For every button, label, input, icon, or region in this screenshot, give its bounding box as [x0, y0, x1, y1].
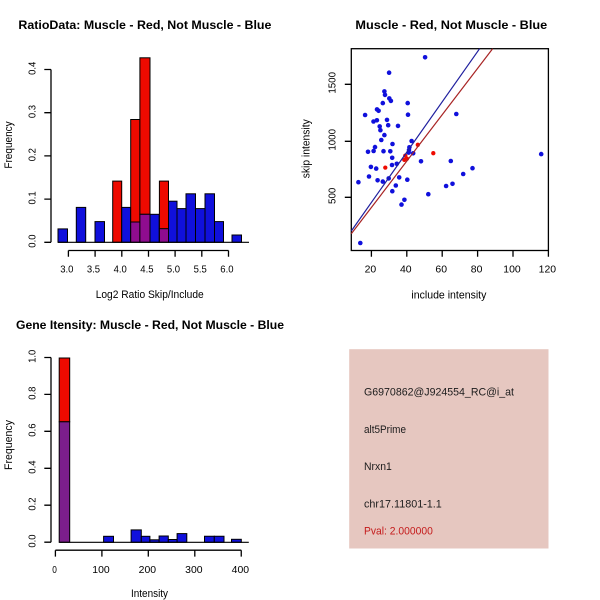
- svg-text:100: 100: [503, 265, 521, 276]
- svg-text:Pval: 2.000000: Pval: 2.000000: [364, 525, 433, 537]
- svg-text:Log2 Ratio Skip/Include: Log2 Ratio Skip/Include: [96, 289, 204, 301]
- svg-text:Nrxn1: Nrxn1: [364, 461, 392, 473]
- svg-text:Frequency: Frequency: [3, 420, 15, 470]
- svg-text:0.2: 0.2: [27, 148, 38, 161]
- svg-text:0.2: 0.2: [27, 497, 38, 510]
- svg-text:5.0: 5.0: [167, 265, 180, 276]
- svg-text:40: 40: [400, 265, 412, 276]
- svg-text:5.5: 5.5: [194, 265, 207, 276]
- svg-text:Intensity: Intensity: [131, 588, 168, 600]
- svg-text:alt5Prime: alt5Prime: [364, 424, 406, 436]
- svg-text:400: 400: [232, 565, 250, 576]
- svg-text:0.6: 0.6: [27, 423, 38, 436]
- svg-text:chr17.11801-1.1: chr17.11801-1.1: [364, 498, 442, 510]
- svg-text:0.0: 0.0: [27, 534, 38, 547]
- svg-text:RatioData: Muscle - Red, Not M: RatioData: Muscle - Red, Not Muscle - Bl…: [18, 18, 271, 32]
- svg-text:200: 200: [139, 565, 157, 576]
- svg-text:Muscle - Red, Not Muscle - Blu: Muscle - Red, Not Muscle - Blue: [355, 18, 547, 32]
- svg-text:300: 300: [185, 565, 203, 576]
- svg-text:1500: 1500: [328, 72, 339, 94]
- svg-text:0.4: 0.4: [27, 460, 38, 473]
- svg-text:skip intensity: skip intensity: [301, 119, 313, 178]
- svg-text:500: 500: [328, 187, 339, 204]
- svg-text:20: 20: [365, 265, 377, 276]
- svg-text:0.0: 0.0: [27, 234, 38, 247]
- svg-text:Frequency: Frequency: [3, 121, 15, 169]
- svg-text:1.0: 1.0: [27, 350, 38, 363]
- svg-text:120: 120: [539, 265, 557, 276]
- svg-text:0: 0: [52, 565, 57, 576]
- svg-text:60: 60: [435, 265, 447, 276]
- svg-text:6.0: 6.0: [220, 265, 233, 276]
- svg-text:3.0: 3.0: [60, 265, 73, 276]
- svg-text:100: 100: [92, 565, 110, 576]
- svg-text:0.1: 0.1: [27, 191, 38, 204]
- svg-text:1000: 1000: [328, 129, 339, 151]
- svg-text:0.8: 0.8: [27, 386, 38, 399]
- svg-text:4.5: 4.5: [140, 265, 153, 276]
- svg-text:4.0: 4.0: [114, 265, 127, 276]
- svg-text:0.4: 0.4: [27, 62, 38, 75]
- svg-text:0.3: 0.3: [27, 105, 38, 118]
- svg-text:Gene Itensity: Muscle - Red, N: Gene Itensity: Muscle - Red, Not Muscle …: [16, 318, 284, 332]
- svg-text:G6970862@J924554_RC@i_at: G6970862@J924554_RC@i_at: [364, 387, 514, 399]
- svg-text:include intensity: include intensity: [411, 289, 486, 301]
- svg-text:80: 80: [471, 265, 483, 276]
- svg-text:3.5: 3.5: [87, 265, 100, 276]
